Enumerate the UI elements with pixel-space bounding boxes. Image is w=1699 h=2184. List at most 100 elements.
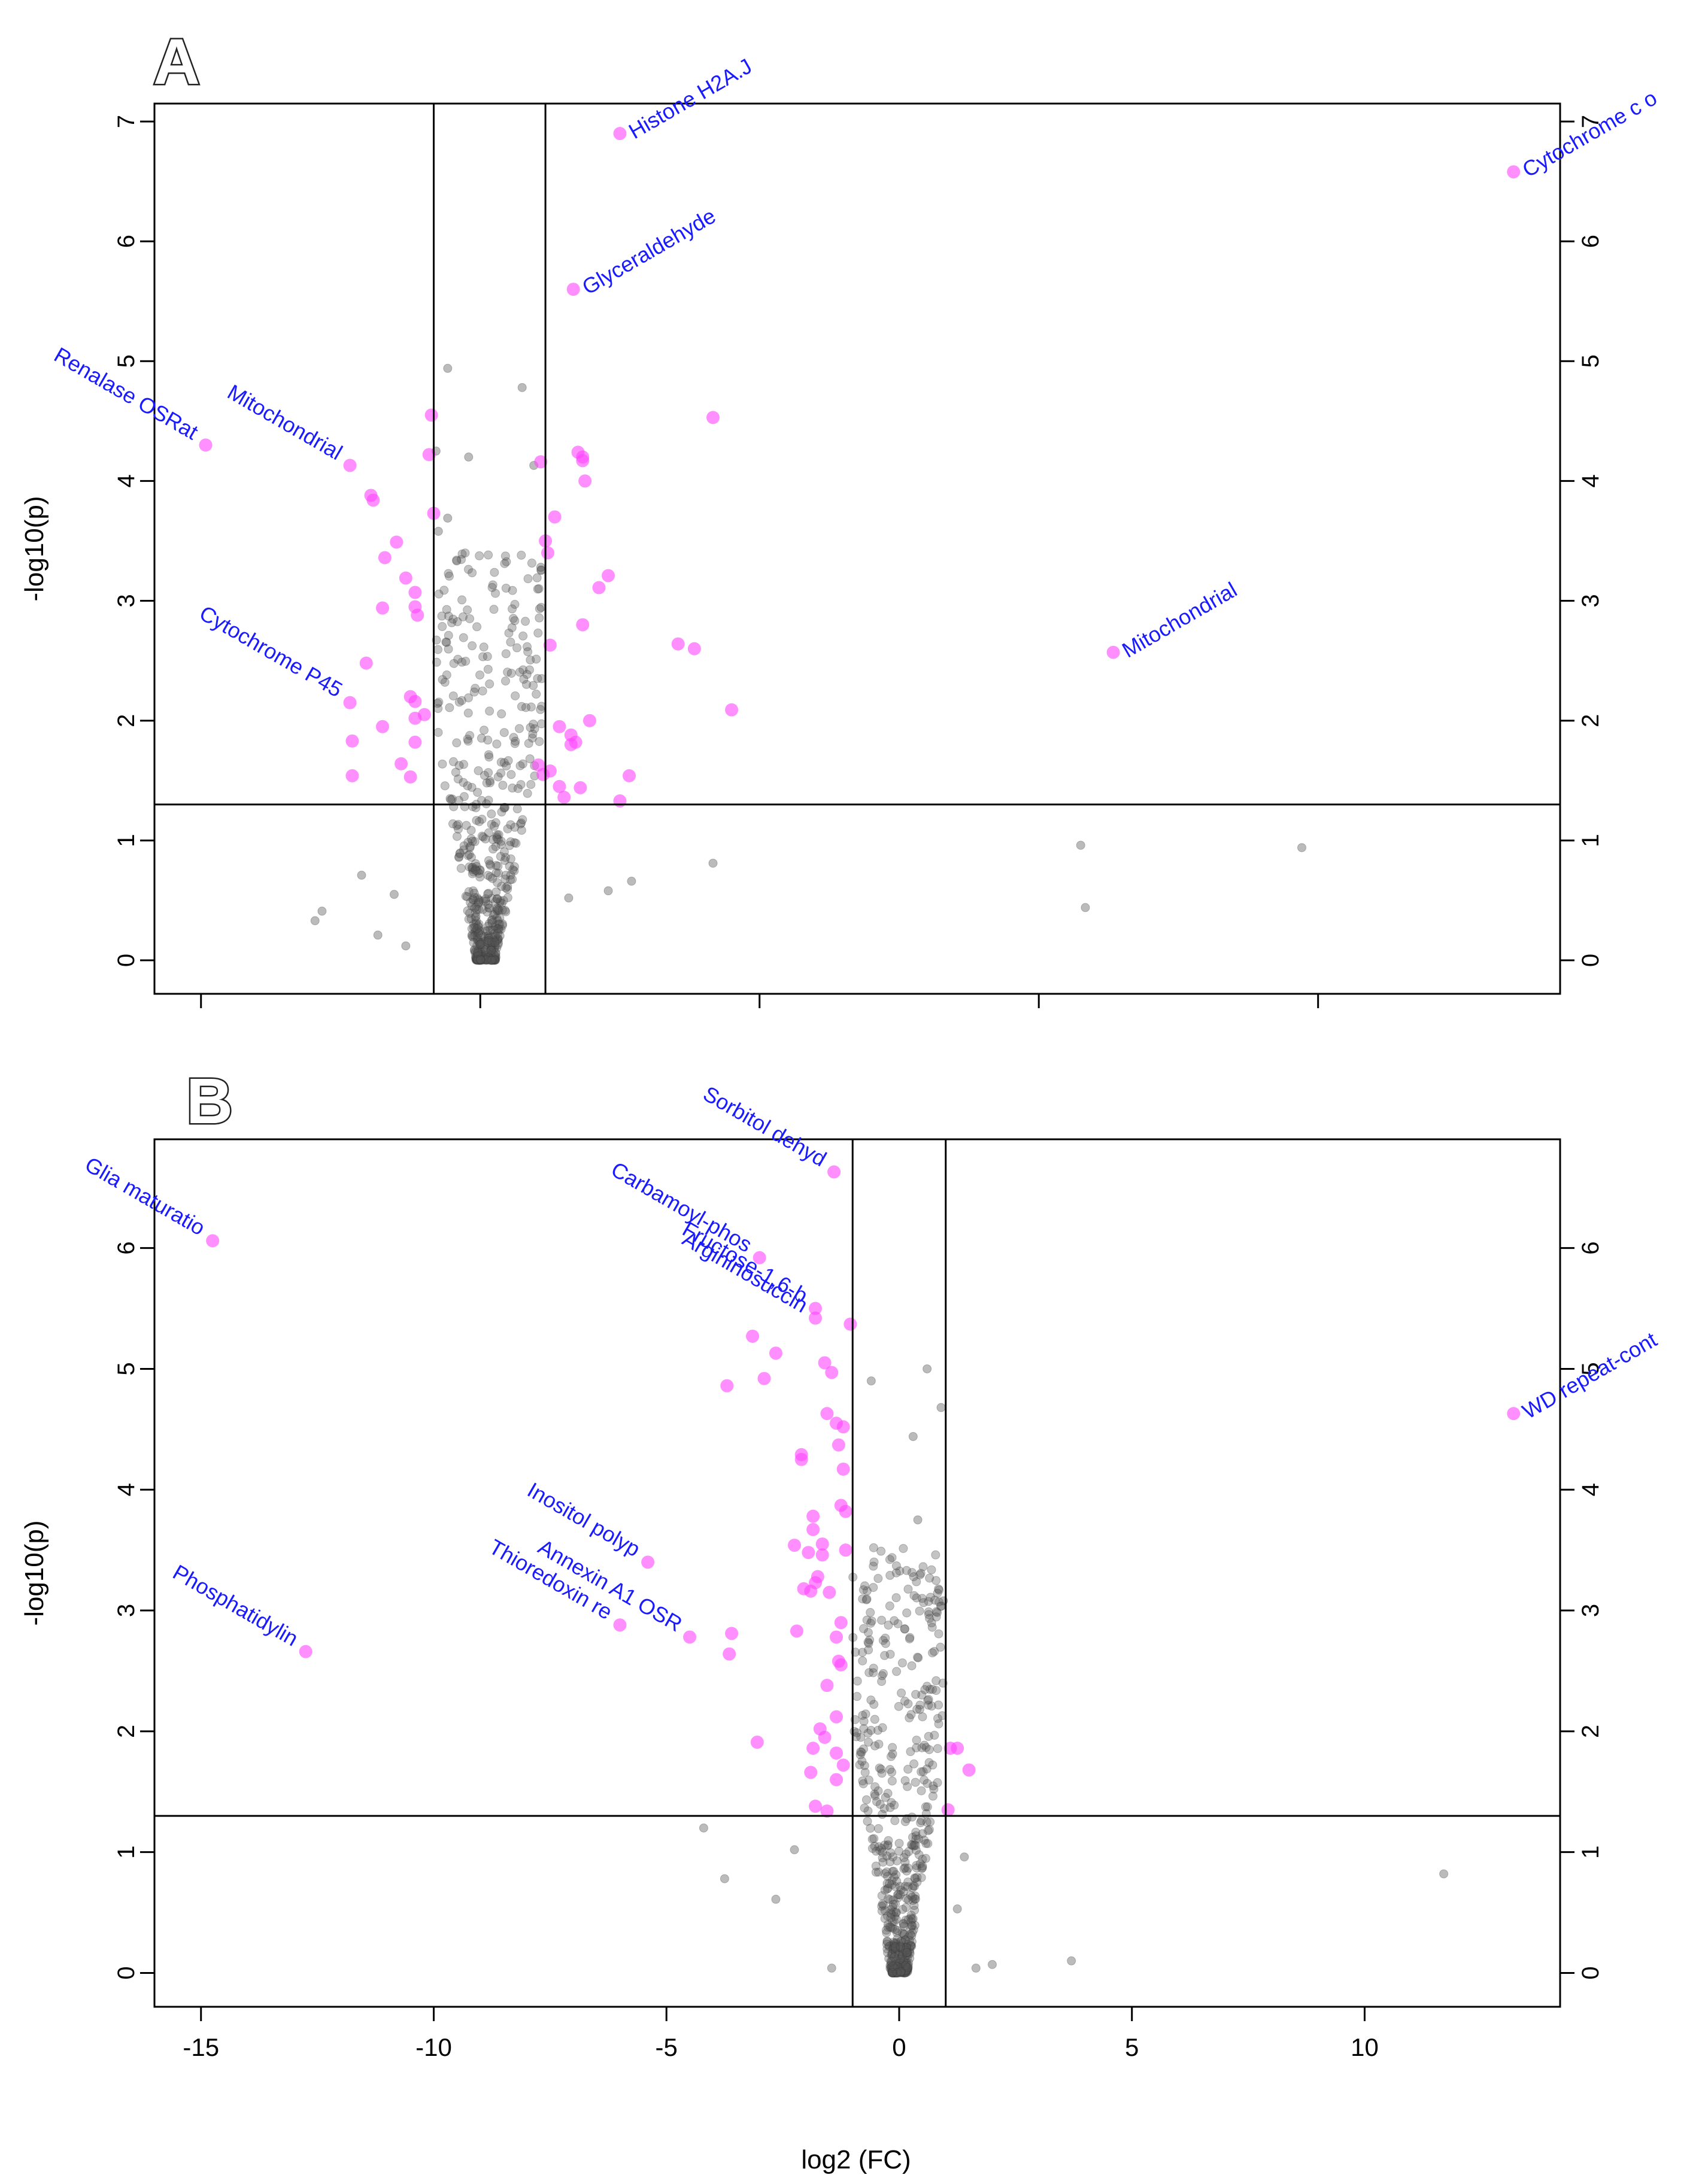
- nonsignificant-point: [867, 1616, 876, 1626]
- nonsignificant-point: [477, 938, 486, 948]
- nonsignificant-point: [482, 947, 492, 957]
- nonsignificant-point: [885, 1857, 895, 1867]
- nonsignificant-point: [890, 1941, 899, 1951]
- nonsignificant-point: [508, 875, 517, 884]
- nonsignificant-point: [440, 678, 450, 687]
- nonsignificant-point: [473, 787, 483, 797]
- nonsignificant-point: [906, 1913, 915, 1923]
- nonsignificant-point: [482, 950, 492, 960]
- nonsignificant-point: [508, 586, 517, 595]
- nonsignificant-point: [490, 943, 499, 953]
- nonsignificant-point: [487, 918, 497, 927]
- nonsignificant-point: [401, 941, 411, 951]
- nonsignificant-point: [467, 924, 477, 933]
- nonsignificant-point: [898, 1951, 908, 1960]
- nonsignificant-point: [924, 1695, 933, 1704]
- nonsignificant-point: [903, 1967, 912, 1976]
- nonsignificant-point: [500, 856, 509, 865]
- nonsignificant-point: [885, 1555, 894, 1564]
- nonsignificant-point: [484, 903, 494, 913]
- nonsignificant-point: [472, 956, 482, 965]
- y-axis-title: -log10(p): [20, 1520, 49, 1625]
- significant-point: [395, 757, 408, 771]
- nonsignificant-point: [893, 1926, 902, 1936]
- nonsignificant-point: [934, 1719, 943, 1728]
- nonsignificant-point: [911, 1689, 921, 1699]
- nonsignificant-point: [899, 1853, 909, 1863]
- nonsignificant-point: [920, 1775, 929, 1785]
- nonsignificant-point: [913, 1515, 923, 1525]
- nonsignificant-point: [464, 452, 474, 462]
- nonsignificant-point: [918, 1861, 927, 1871]
- nonsignificant-point: [317, 906, 327, 916]
- significant-point: [839, 1504, 852, 1518]
- nonsignificant-point: [535, 613, 544, 623]
- nonsignificant-point: [490, 909, 500, 919]
- nonsignificant-point: [870, 1782, 880, 1791]
- nonsignificant-point: [459, 633, 468, 642]
- nonsignificant-point: [454, 853, 463, 862]
- nonsignificant-point: [487, 952, 496, 961]
- nonsignificant-point: [495, 920, 505, 929]
- nonsignificant-point: [901, 1959, 911, 1968]
- nonsignificant-point: [485, 953, 494, 962]
- nonsignificant-point: [492, 903, 502, 913]
- nonsignificant-point: [471, 953, 481, 963]
- panel-letter: A: [153, 25, 200, 98]
- nonsignificant-point: [474, 956, 484, 965]
- nonsignificant-point: [907, 1661, 917, 1670]
- nonsignificant-point: [486, 778, 495, 787]
- nonsignificant-point: [495, 913, 505, 923]
- nonsignificant-point: [506, 770, 516, 779]
- nonsignificant-point: [469, 919, 478, 929]
- nonsignificant-point: [490, 955, 500, 964]
- nonsignificant-point: [884, 1836, 893, 1845]
- nonsignificant-point: [877, 1677, 887, 1686]
- nonsignificant-point: [903, 1882, 913, 1891]
- nonsignificant-point: [924, 1597, 933, 1606]
- nonsignificant-point: [878, 1848, 887, 1857]
- nonsignificant-point: [903, 1764, 913, 1774]
- nonsignificant-point: [484, 931, 493, 941]
- nonsignificant-point: [887, 1776, 897, 1786]
- nonsignificant-point: [487, 583, 497, 592]
- nonsignificant-point: [891, 1939, 901, 1949]
- nonsignificant-point: [900, 1697, 909, 1706]
- nonsignificant-point: [917, 1594, 927, 1603]
- nonsignificant-point: [893, 1968, 903, 1977]
- labeled-point: [641, 1555, 655, 1569]
- nonsignificant-point: [491, 923, 500, 932]
- nonsignificant-point: [887, 1950, 896, 1959]
- nonsignificant-point: [891, 1961, 901, 1970]
- nonsignificant-point: [488, 932, 497, 942]
- nonsignificant-point: [924, 1610, 933, 1619]
- nonsignificant-point: [464, 887, 474, 896]
- nonsignificant-point: [506, 854, 515, 864]
- nonsignificant-point: [888, 1867, 897, 1876]
- nonsignificant-point: [442, 670, 451, 680]
- nonsignificant-point: [877, 1615, 887, 1625]
- nonsignificant-point: [463, 781, 472, 791]
- significant-point: [823, 1585, 836, 1599]
- nonsignificant-point: [485, 706, 494, 716]
- nonsignificant-point: [474, 895, 483, 905]
- significant-point: [832, 1438, 845, 1452]
- nonsignificant-point: [888, 1966, 898, 1976]
- nonsignificant-point: [886, 1904, 896, 1914]
- nonsignificant-point: [890, 1964, 900, 1974]
- nonsignificant-point: [900, 1943, 909, 1953]
- nonsignificant-point: [902, 1968, 911, 1977]
- nonsignificant-point: [483, 889, 493, 899]
- nonsignificant-point: [912, 1593, 921, 1603]
- nonsignificant-point: [484, 933, 494, 943]
- nonsignificant-point: [887, 1951, 897, 1961]
- significant-point: [582, 714, 596, 727]
- significant-point: [834, 1658, 848, 1672]
- nonsignificant-point: [918, 1863, 927, 1873]
- nonsignificant-point: [453, 820, 463, 829]
- nonsignificant-point: [883, 1841, 893, 1851]
- nonsignificant-point: [890, 1964, 899, 1973]
- y-tick-label-right: 1: [1577, 834, 1604, 847]
- nonsignificant-point: [923, 1364, 932, 1373]
- nonsignificant-point: [876, 1764, 886, 1774]
